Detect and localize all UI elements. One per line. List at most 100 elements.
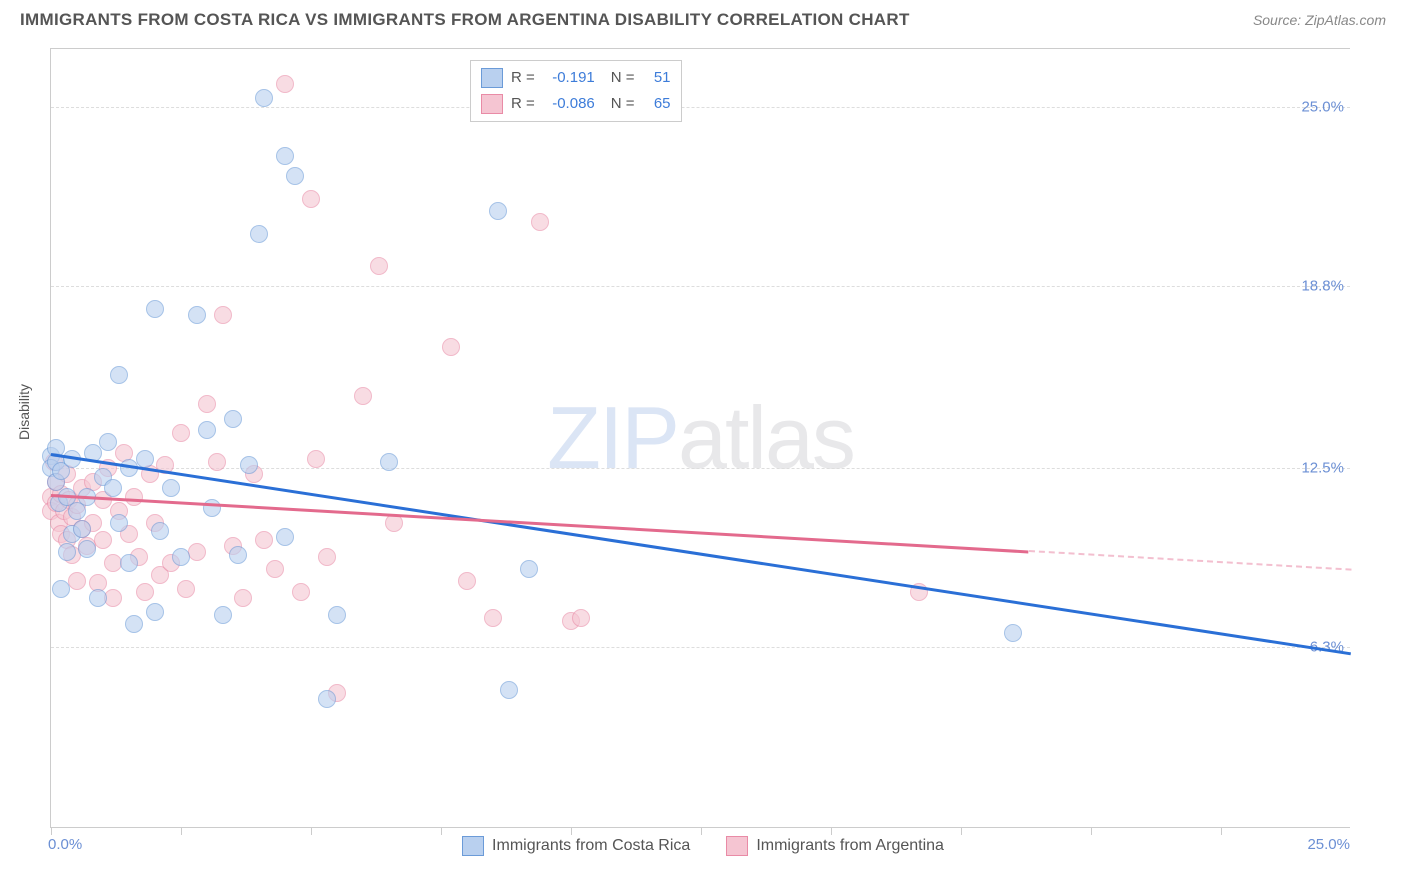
legend-r-label: R = [511, 91, 535, 117]
data-point [125, 488, 143, 506]
data-point [572, 609, 590, 627]
data-point [234, 589, 252, 607]
data-point [52, 580, 70, 598]
data-point [276, 75, 294, 93]
legend-item: Immigrants from Argentina [726, 836, 944, 856]
data-point [1004, 624, 1022, 642]
data-point [354, 387, 372, 405]
data-point [276, 147, 294, 165]
data-point [120, 554, 138, 572]
x-tick [441, 827, 442, 835]
data-point [489, 202, 507, 220]
chart-title: IMMIGRANTS FROM COSTA RICA VS IMMIGRANTS… [20, 10, 910, 30]
legend-row: R = -0.086 N = 65 [481, 91, 671, 117]
data-point [104, 479, 122, 497]
legend-n-value: 65 [643, 91, 671, 117]
x-tick [1221, 827, 1222, 835]
data-point [110, 514, 128, 532]
legend-swatch [481, 94, 503, 114]
gridline [51, 647, 1350, 648]
legend-label: Immigrants from Argentina [756, 837, 944, 855]
data-point [328, 606, 346, 624]
data-point [442, 338, 460, 356]
series-legend: Immigrants from Costa Rica Immigrants fro… [0, 836, 1406, 856]
data-point [188, 543, 206, 561]
data-point [370, 257, 388, 275]
data-point [484, 609, 502, 627]
x-tick [831, 827, 832, 835]
x-tick [51, 827, 52, 835]
data-point [151, 522, 169, 540]
data-point [266, 560, 284, 578]
watermark-right: atlas [678, 388, 854, 487]
data-point [255, 531, 273, 549]
data-point [292, 583, 310, 601]
legend-n-value: 51 [643, 65, 671, 91]
data-point [78, 540, 96, 558]
legend-swatch [462, 836, 484, 856]
data-point [68, 572, 86, 590]
data-point [531, 213, 549, 231]
data-point [58, 543, 76, 561]
data-point [240, 456, 258, 474]
data-point [458, 572, 476, 590]
data-point [177, 580, 195, 598]
x-tick [571, 827, 572, 835]
data-point [125, 615, 143, 633]
data-point [520, 560, 538, 578]
x-tick [311, 827, 312, 835]
data-point [198, 395, 216, 413]
legend-r-value: -0.086 [543, 91, 595, 117]
data-point [146, 300, 164, 318]
chart-source: Source: ZipAtlas.com [1253, 12, 1386, 28]
data-point [73, 520, 91, 538]
data-point [307, 450, 325, 468]
data-point [318, 548, 336, 566]
data-point [214, 306, 232, 324]
legend-label: Immigrants from Costa Rica [492, 837, 690, 855]
trend-line-extension [1029, 550, 1352, 571]
data-point [162, 479, 180, 497]
legend-item: Immigrants from Costa Rica [462, 836, 690, 856]
correlation-legend: R = -0.191 N = 51 R = -0.086 N = 65 [470, 60, 682, 122]
legend-row: R = -0.191 N = 51 [481, 65, 671, 91]
data-point [188, 306, 206, 324]
watermark-left: ZIP [547, 388, 678, 487]
y-tick-label: 25.0% [1301, 98, 1344, 115]
data-point [250, 225, 268, 243]
x-tick [701, 827, 702, 835]
x-tick [181, 827, 182, 835]
data-point [136, 583, 154, 601]
data-point [99, 433, 117, 451]
data-point [104, 589, 122, 607]
x-tick [961, 827, 962, 835]
data-point [318, 690, 336, 708]
legend-r-label: R = [511, 65, 535, 91]
legend-n-label: N = [611, 91, 635, 117]
scatter-plot: ZIPatlas 6.3%12.5%18.8%25.0% [50, 48, 1350, 828]
data-point [224, 410, 242, 428]
data-point [500, 681, 518, 699]
y-tick-label: 18.8% [1301, 277, 1344, 294]
data-point [146, 603, 164, 621]
data-point [89, 589, 107, 607]
y-axis-title: Disability [16, 384, 32, 440]
y-tick-label: 12.5% [1301, 459, 1344, 476]
gridline [51, 286, 1350, 287]
data-point [229, 546, 247, 564]
data-point [255, 89, 273, 107]
data-point [286, 167, 304, 185]
gridline [51, 107, 1350, 108]
data-point [302, 190, 320, 208]
x-tick [1091, 827, 1092, 835]
chart-header: IMMIGRANTS FROM COSTA RICA VS IMMIGRANTS… [0, 0, 1406, 36]
legend-swatch [726, 836, 748, 856]
data-point [94, 531, 112, 549]
legend-swatch [481, 68, 503, 88]
data-point [214, 606, 232, 624]
data-point [208, 453, 226, 471]
data-point [172, 548, 190, 566]
legend-r-value: -0.191 [543, 65, 595, 91]
data-point [276, 528, 294, 546]
legend-n-label: N = [611, 65, 635, 91]
